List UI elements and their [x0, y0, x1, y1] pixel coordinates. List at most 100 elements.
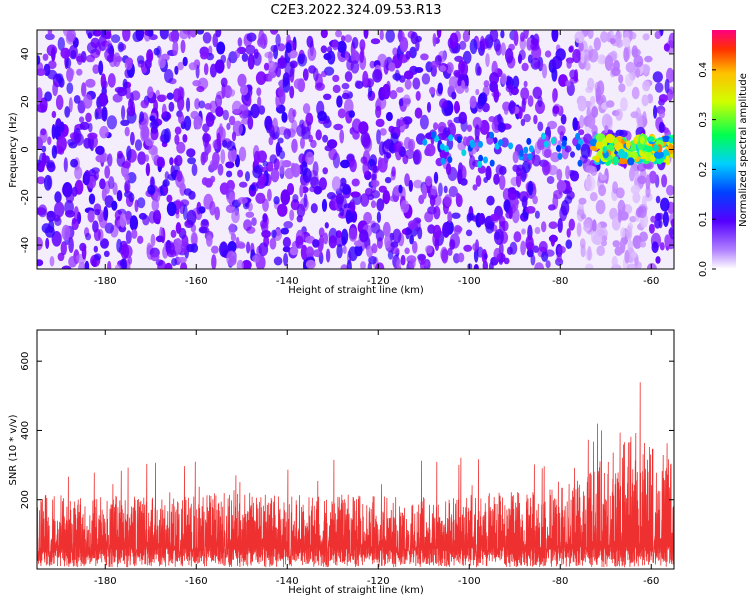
- heatmap-cell: [222, 109, 229, 121]
- heatmap-cell: [583, 219, 592, 228]
- heatmap-cell: [441, 248, 449, 264]
- heatmap-cell: [455, 194, 463, 208]
- heatmap-cell: [494, 231, 501, 240]
- heatmap-cell: [256, 87, 262, 96]
- heatmap-cell: [321, 70, 327, 78]
- heatmap-cell: [413, 149, 422, 165]
- heatmap-cell: [537, 121, 544, 132]
- heatmap-cell: [663, 43, 671, 52]
- heatmap-cell: [545, 260, 551, 269]
- heatmap-cell: [520, 240, 526, 256]
- heatmap-cell: [443, 185, 448, 194]
- heatmap-cell: [647, 136, 655, 142]
- heatmap-cell: [228, 115, 236, 126]
- heatmap-cell: [280, 227, 289, 235]
- heatmap-cell: [296, 215, 303, 223]
- heatmap-y-label: Frequency (Hz): [8, 112, 19, 188]
- heatmap-cell: [47, 136, 52, 145]
- heatmap-cell: [392, 73, 402, 81]
- heatmap-cells: [37, 30, 674, 269]
- heatmap-cell: [351, 178, 360, 187]
- heatmap-cell: [585, 175, 596, 192]
- heatmap-cell: [367, 262, 372, 269]
- heatmap-cell: [283, 128, 292, 140]
- heatmap-cell: [99, 178, 106, 190]
- heatmap-cell: [360, 193, 370, 207]
- heatmap-cell: [174, 155, 183, 167]
- heatmap-cell: [333, 123, 344, 131]
- heatmap-cell: [429, 86, 436, 95]
- heatmap-cell: [263, 62, 270, 71]
- heatmap-cell: [107, 153, 113, 167]
- heatmap-cell: [147, 184, 156, 195]
- heatmap-cell: [211, 254, 217, 269]
- heatmap-cell: [161, 103, 167, 118]
- heatmap-cell: [449, 233, 460, 249]
- heatmap-cell: [584, 54, 589, 61]
- heatmap-cell: [328, 235, 337, 249]
- heatmap-cell: [177, 95, 185, 111]
- heatmap-cell: [412, 241, 418, 254]
- heatmap-cell: [575, 143, 581, 151]
- heatmap-cell: [617, 209, 623, 223]
- heatmap-cell: [337, 40, 347, 54]
- heatmap-cell: [392, 228, 402, 244]
- heatmap-cell: [489, 261, 494, 269]
- heatmap-cell: [122, 78, 128, 90]
- snr-y-label: SNR (10 * v/v): [8, 414, 19, 485]
- heatmap-cell: [611, 67, 621, 77]
- y-tick-label: 0: [20, 146, 31, 152]
- heatmap-cell: [164, 262, 173, 269]
- snr-line: [37, 382, 674, 568]
- heatmap-cell: [252, 51, 262, 66]
- heatmap-cell: [291, 138, 298, 153]
- heatmap-cell: [292, 109, 297, 118]
- heatmap-cell: [526, 137, 532, 145]
- heatmap-cell: [552, 105, 560, 114]
- heatmap-cell: [489, 131, 494, 139]
- heatmap-cell: [202, 133, 212, 143]
- heatmap-cell: [231, 131, 237, 142]
- heatmap-cell: [625, 225, 633, 241]
- heatmap-cell: [323, 93, 332, 101]
- heatmap-cell: [521, 97, 526, 113]
- heatmap-cell: [164, 171, 170, 181]
- heatmap-cell: [530, 254, 536, 266]
- heatmap-cell: [96, 107, 103, 114]
- heatmap-cell: [155, 235, 164, 243]
- heatmap-cell: [385, 152, 392, 159]
- heatmap-cell: [637, 175, 647, 185]
- heatmap-cell: [117, 192, 122, 200]
- heatmap-cell: [608, 30, 614, 40]
- heatmap-cell: [38, 204, 48, 218]
- snr-x-ticks: -180 -160 -140 -120 -100 -80 -60: [94, 330, 659, 587]
- heatmap-cell: [497, 122, 506, 133]
- heatmap-cell: [370, 200, 377, 209]
- heatmap-cell: [270, 167, 280, 183]
- heatmap-cell: [186, 209, 197, 226]
- heatmap-cell: [384, 234, 391, 249]
- heatmap-cell: [359, 39, 366, 52]
- snr-frame: [36, 329, 675, 570]
- heatmap-cell: [262, 213, 268, 223]
- heatmap-cell: [310, 176, 320, 189]
- x-tick-label: -100: [458, 576, 481, 587]
- heatmap-cell: [653, 144, 659, 152]
- colorbar-tick-label: 0.4: [698, 62, 709, 78]
- heatmap-cell: [439, 143, 445, 151]
- heatmap-cell: [500, 30, 505, 39]
- heatmap-cell: [541, 63, 548, 79]
- heatmap-cell: [278, 159, 285, 175]
- heatmap-cell: [277, 137, 284, 144]
- heatmap-cell: [480, 38, 489, 50]
- heatmap-cell: [60, 241, 67, 256]
- heatmap-cell: [485, 53, 490, 68]
- heatmap-cell: [375, 262, 385, 269]
- heatmap-cell: [653, 105, 658, 119]
- heatmap-cell: [596, 80, 605, 96]
- heatmap-cell: [547, 120, 558, 130]
- heatmap-cell: [393, 141, 403, 153]
- heatmap-cell: [420, 53, 429, 61]
- heatmap-cell: [597, 149, 603, 158]
- heatmap-cell: [668, 137, 674, 144]
